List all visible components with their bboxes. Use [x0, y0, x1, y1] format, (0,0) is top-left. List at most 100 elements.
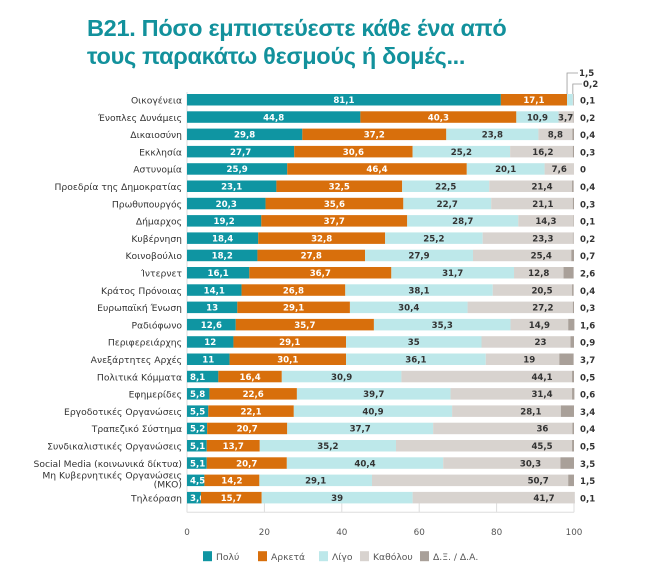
segment-label: 3,6 — [190, 494, 205, 504]
segment-label: 81,1 — [333, 96, 354, 106]
segment-label: 36,1 — [405, 356, 426, 366]
bar-segment-Λίγο — [373, 318, 511, 331]
segment-label: 17,1 — [523, 96, 544, 106]
category-label: Εφημερίδες — [129, 390, 182, 401]
segment-label: 22,7 — [437, 200, 458, 210]
segment-label: 16,4 — [239, 373, 260, 383]
segment-label: 35,6 — [324, 200, 345, 210]
bar-segment-Πολύ — [187, 301, 238, 314]
segment-label: 15,7 — [221, 494, 242, 504]
bar-segment-Αρκετά — [209, 388, 297, 400]
bar-segment-Πολύ — [187, 111, 361, 123]
bar-segment-Δ.Ξ. / Δ.Α. — [568, 474, 574, 487]
segment-label: 35,7 — [294, 321, 315, 331]
bar-segment-Δ.Ξ. / Δ.Α. — [572, 232, 574, 244]
segment-label: 25,4 — [531, 252, 552, 262]
category-label: Εκκλησία — [139, 147, 182, 158]
bar-segment-Πολύ — [187, 180, 277, 192]
segment-label: 46,4 — [366, 165, 387, 175]
category-label: Πρωθυπουργός — [112, 199, 182, 210]
bar-segment-Πολύ — [187, 128, 303, 141]
bar-segment-Αρκετά — [204, 474, 260, 487]
category-label: Κράτος Πρόνοιας — [101, 286, 182, 297]
bar-segment-Αρκετά — [200, 491, 262, 504]
bar-segment-Λίγο — [296, 388, 451, 400]
bar-segment-Αρκετά — [360, 111, 517, 123]
legend-label: Δ.Ξ. / Δ.Α. — [433, 552, 478, 563]
bar-segment-Καθόλου — [544, 163, 574, 175]
segment-label: 12,6 — [201, 321, 222, 331]
bar-segment-Πολύ — [187, 491, 201, 504]
bar-segment-Δ.Ξ. / Δ.Α. — [572, 284, 574, 296]
segment-label: 19,2 — [214, 217, 235, 227]
bar-segment-Πολύ — [187, 284, 242, 296]
segment-label: 36 — [536, 425, 548, 435]
segment-label: 35,3 — [432, 321, 453, 331]
bar-segment-Πολύ — [187, 94, 501, 106]
segment-label: 23 — [535, 338, 547, 348]
segment-label: 12,8 — [528, 269, 549, 279]
segment-label: 5,2 — [190, 425, 205, 435]
segment-label: 26,8 — [283, 286, 304, 296]
callout-label: 1,5 — [579, 69, 594, 79]
segment-label: 27,9 — [408, 252, 429, 262]
segment-label: 23,3 — [532, 234, 553, 244]
segment-label: 8,1 — [190, 373, 205, 383]
segment-label: 10,9 — [527, 113, 548, 123]
bar-segment-Καθόλου — [482, 232, 573, 244]
category-label: Social Media (κοινωνικά δίκτυα) — [34, 459, 183, 470]
segment-label: 4,5 — [190, 477, 205, 487]
bar-segment-Καθόλου — [489, 180, 573, 192]
callout-label: 0,2 — [583, 80, 598, 90]
bar-segment-Καθόλου — [572, 94, 574, 106]
bar-segment-Καθόλου — [538, 128, 573, 141]
bar-segment-Αρκετά — [206, 457, 287, 469]
category-label: Δικαιοσύνη — [130, 130, 182, 141]
segment-label: 25,9 — [227, 165, 248, 175]
dk-na-label: 2,6 — [580, 270, 595, 280]
bar-segment-Πολύ — [187, 353, 230, 365]
segment-label: 32,5 — [329, 183, 350, 193]
x-tick-label: 100 — [566, 528, 583, 538]
dk-na-label: 0,1 — [580, 494, 595, 504]
dk-na-label: 0,2 — [580, 114, 595, 124]
segment-label: 14,3 — [535, 217, 556, 227]
bar-segment-Δ.Ξ. / Δ.Α. — [571, 249, 574, 262]
bar-segment-Καθόλου — [467, 301, 573, 314]
segment-label: 38,1 — [408, 286, 429, 296]
bar-segment-Πολύ — [187, 388, 210, 400]
segment-label: 30,4 — [398, 304, 419, 314]
bar-segment-Δ.Ξ. / Δ.Α. — [559, 353, 574, 365]
segment-label: 31,7 — [442, 269, 463, 279]
segment-label: 22,6 — [243, 390, 264, 400]
bar-segment-Δ.Ξ. / Δ.Α. — [572, 370, 574, 383]
bar-segment-Λίγο — [516, 111, 559, 123]
segment-label: 23,1 — [221, 183, 242, 193]
segment-label: 45,5 — [531, 442, 552, 452]
bar-segment-Πολύ — [187, 145, 295, 158]
dk-na-label: 0,1 — [580, 218, 595, 228]
segment-label: 29,1 — [283, 304, 304, 314]
callout-line — [572, 83, 582, 94]
chart-title: B21. Πόσο εμπιστεύεστε κάθε ένα από τους… — [87, 14, 507, 70]
dk-na-label: 3,5 — [580, 460, 595, 470]
segment-label: 14,1 — [204, 286, 225, 296]
segment-label: 40,9 — [362, 407, 383, 417]
bar-segment-Λίγο — [365, 249, 473, 262]
bar-segment-Δ.Ξ. / Δ.Α. — [572, 128, 574, 141]
legend-swatch — [319, 551, 328, 562]
segment-label: 27,2 — [532, 304, 553, 314]
legend-swatch — [258, 551, 267, 562]
category-label: Ευρωπαϊκή Ένωση — [97, 303, 182, 314]
dk-na-label: 1,6 — [580, 321, 595, 331]
segment-label: 35,2 — [317, 442, 338, 452]
dk-na-label: 3,7 — [580, 356, 595, 366]
segment-label: 18,4 — [212, 234, 233, 244]
segment-label: 22,1 — [240, 407, 261, 417]
dk-na-label: 0,5 — [580, 373, 595, 383]
bar-segment-Πολύ — [187, 422, 208, 435]
dk-na-label: 0,9 — [580, 339, 595, 349]
bar-segment-Καθόλου — [510, 145, 573, 158]
bar-segment-Αρκετά — [218, 370, 282, 383]
